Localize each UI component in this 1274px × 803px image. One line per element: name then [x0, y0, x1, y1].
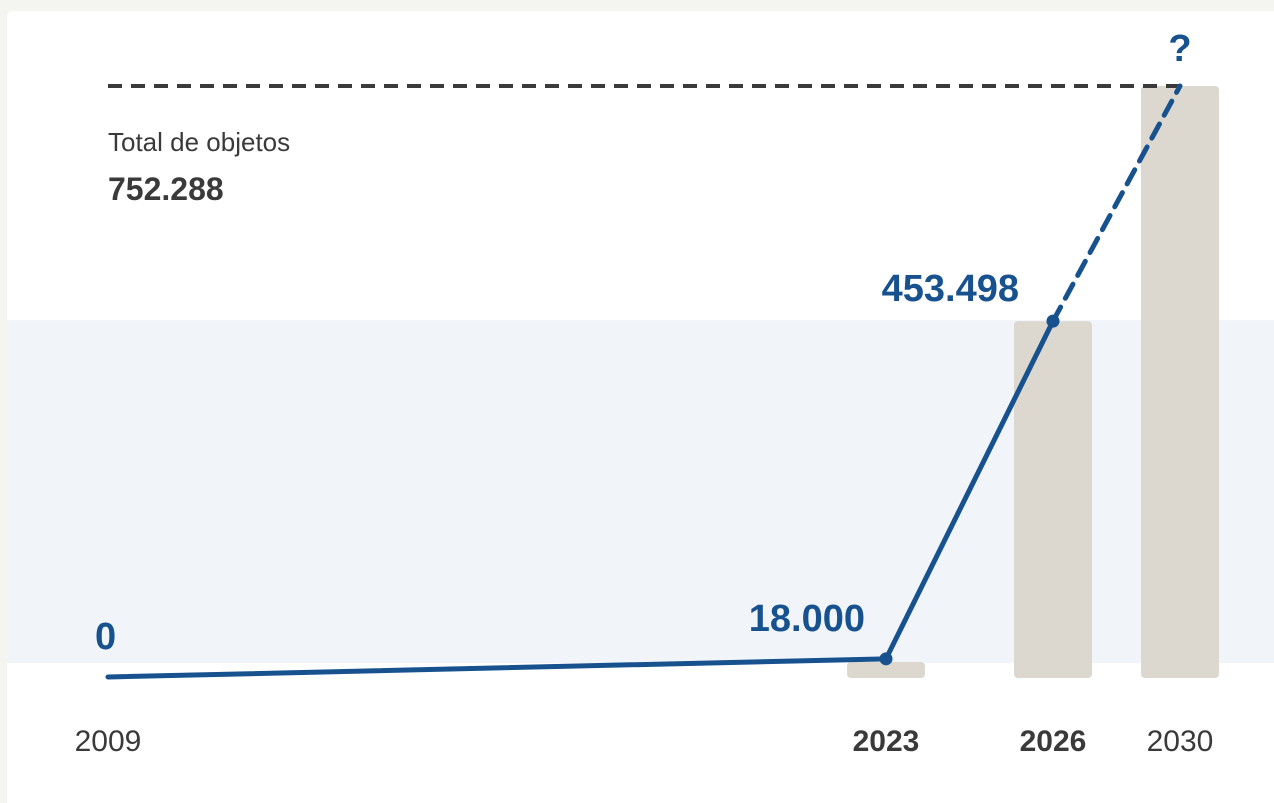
year-label-2023: 2023 — [853, 725, 920, 758]
total-label: Total de objetos — [108, 127, 290, 157]
bar-2026 — [1014, 321, 1092, 678]
bar-2030 — [1141, 86, 1219, 678]
chart: Total de objetos 752.288 0 18.000 453.498?… — [7, 28, 1274, 758]
projection-segment — [1050, 83, 1183, 324]
year-label-2026: 2026 — [1020, 725, 1087, 758]
trend-segment-2023-2026 — [883, 318, 1056, 662]
bars — [847, 86, 1219, 678]
bar-2023 — [847, 662, 925, 678]
value-label-2026: 453.498 — [882, 268, 1019, 310]
year-labels: 2009 2023 2026 2030 — [75, 725, 1214, 758]
year-label-2030: 2030 — [1147, 725, 1214, 758]
value-label-2030: ? — [1168, 28, 1191, 70]
trend-segment-2009-2023 — [105, 656, 889, 680]
point-2026 — [1046, 314, 1060, 328]
value-label-2023: 18.000 — [749, 598, 865, 640]
value-labels: 0 18.000 453.498? — [95, 28, 1192, 658]
point-2023 — [879, 652, 893, 666]
data-points — [879, 314, 1060, 666]
total-value: 752.288 — [108, 171, 224, 207]
year-label-2009: 2009 — [75, 725, 142, 758]
trend-lines — [105, 83, 1183, 680]
value-label-2009: 0 — [95, 616, 116, 658]
chart-card: Total de objetos 752.288 0 18.000 453.498?… — [7, 11, 1274, 803]
